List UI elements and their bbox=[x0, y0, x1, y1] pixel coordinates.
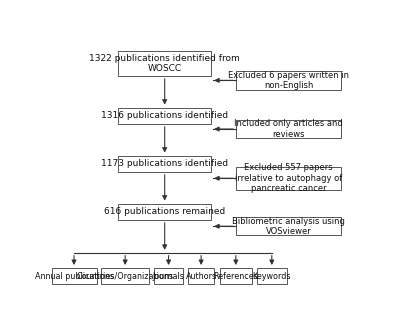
FancyBboxPatch shape bbox=[101, 268, 149, 284]
Text: Authors: Authors bbox=[186, 272, 217, 281]
Text: Bibliometric analysis using
VOSviewer: Bibliometric analysis using VOSviewer bbox=[232, 216, 345, 236]
Text: Countries/Organizations: Countries/Organizations bbox=[77, 272, 174, 281]
FancyBboxPatch shape bbox=[154, 268, 183, 284]
FancyBboxPatch shape bbox=[118, 51, 211, 76]
FancyBboxPatch shape bbox=[188, 268, 214, 284]
FancyBboxPatch shape bbox=[118, 155, 211, 172]
FancyBboxPatch shape bbox=[220, 268, 252, 284]
FancyBboxPatch shape bbox=[236, 167, 341, 190]
Text: Included only articles and
reviews: Included only articles and reviews bbox=[234, 119, 343, 139]
Text: 1316 publications identified: 1316 publications identified bbox=[101, 111, 228, 120]
FancyBboxPatch shape bbox=[236, 71, 341, 90]
Text: Excluded 6 papers written in
non-English: Excluded 6 papers written in non-English bbox=[228, 71, 349, 90]
Text: 1322 publications identified from
WOSCC: 1322 publications identified from WOSCC bbox=[89, 54, 240, 73]
Text: Keywords: Keywords bbox=[252, 272, 291, 281]
FancyBboxPatch shape bbox=[52, 268, 96, 284]
Text: 616 publications remained: 616 publications remained bbox=[104, 207, 225, 216]
FancyBboxPatch shape bbox=[118, 108, 211, 124]
FancyBboxPatch shape bbox=[257, 268, 286, 284]
Text: References: References bbox=[214, 272, 258, 281]
Text: Annual publications: Annual publications bbox=[34, 272, 114, 281]
FancyBboxPatch shape bbox=[236, 217, 341, 235]
FancyBboxPatch shape bbox=[118, 203, 211, 220]
Text: Excluded 557 papers
irrelative to autophagy of
pancreatic cancer: Excluded 557 papers irrelative to autoph… bbox=[235, 163, 342, 193]
FancyBboxPatch shape bbox=[236, 120, 341, 138]
Text: 1173 publications identified: 1173 publications identified bbox=[101, 159, 228, 168]
Text: Journals: Journals bbox=[153, 272, 184, 281]
